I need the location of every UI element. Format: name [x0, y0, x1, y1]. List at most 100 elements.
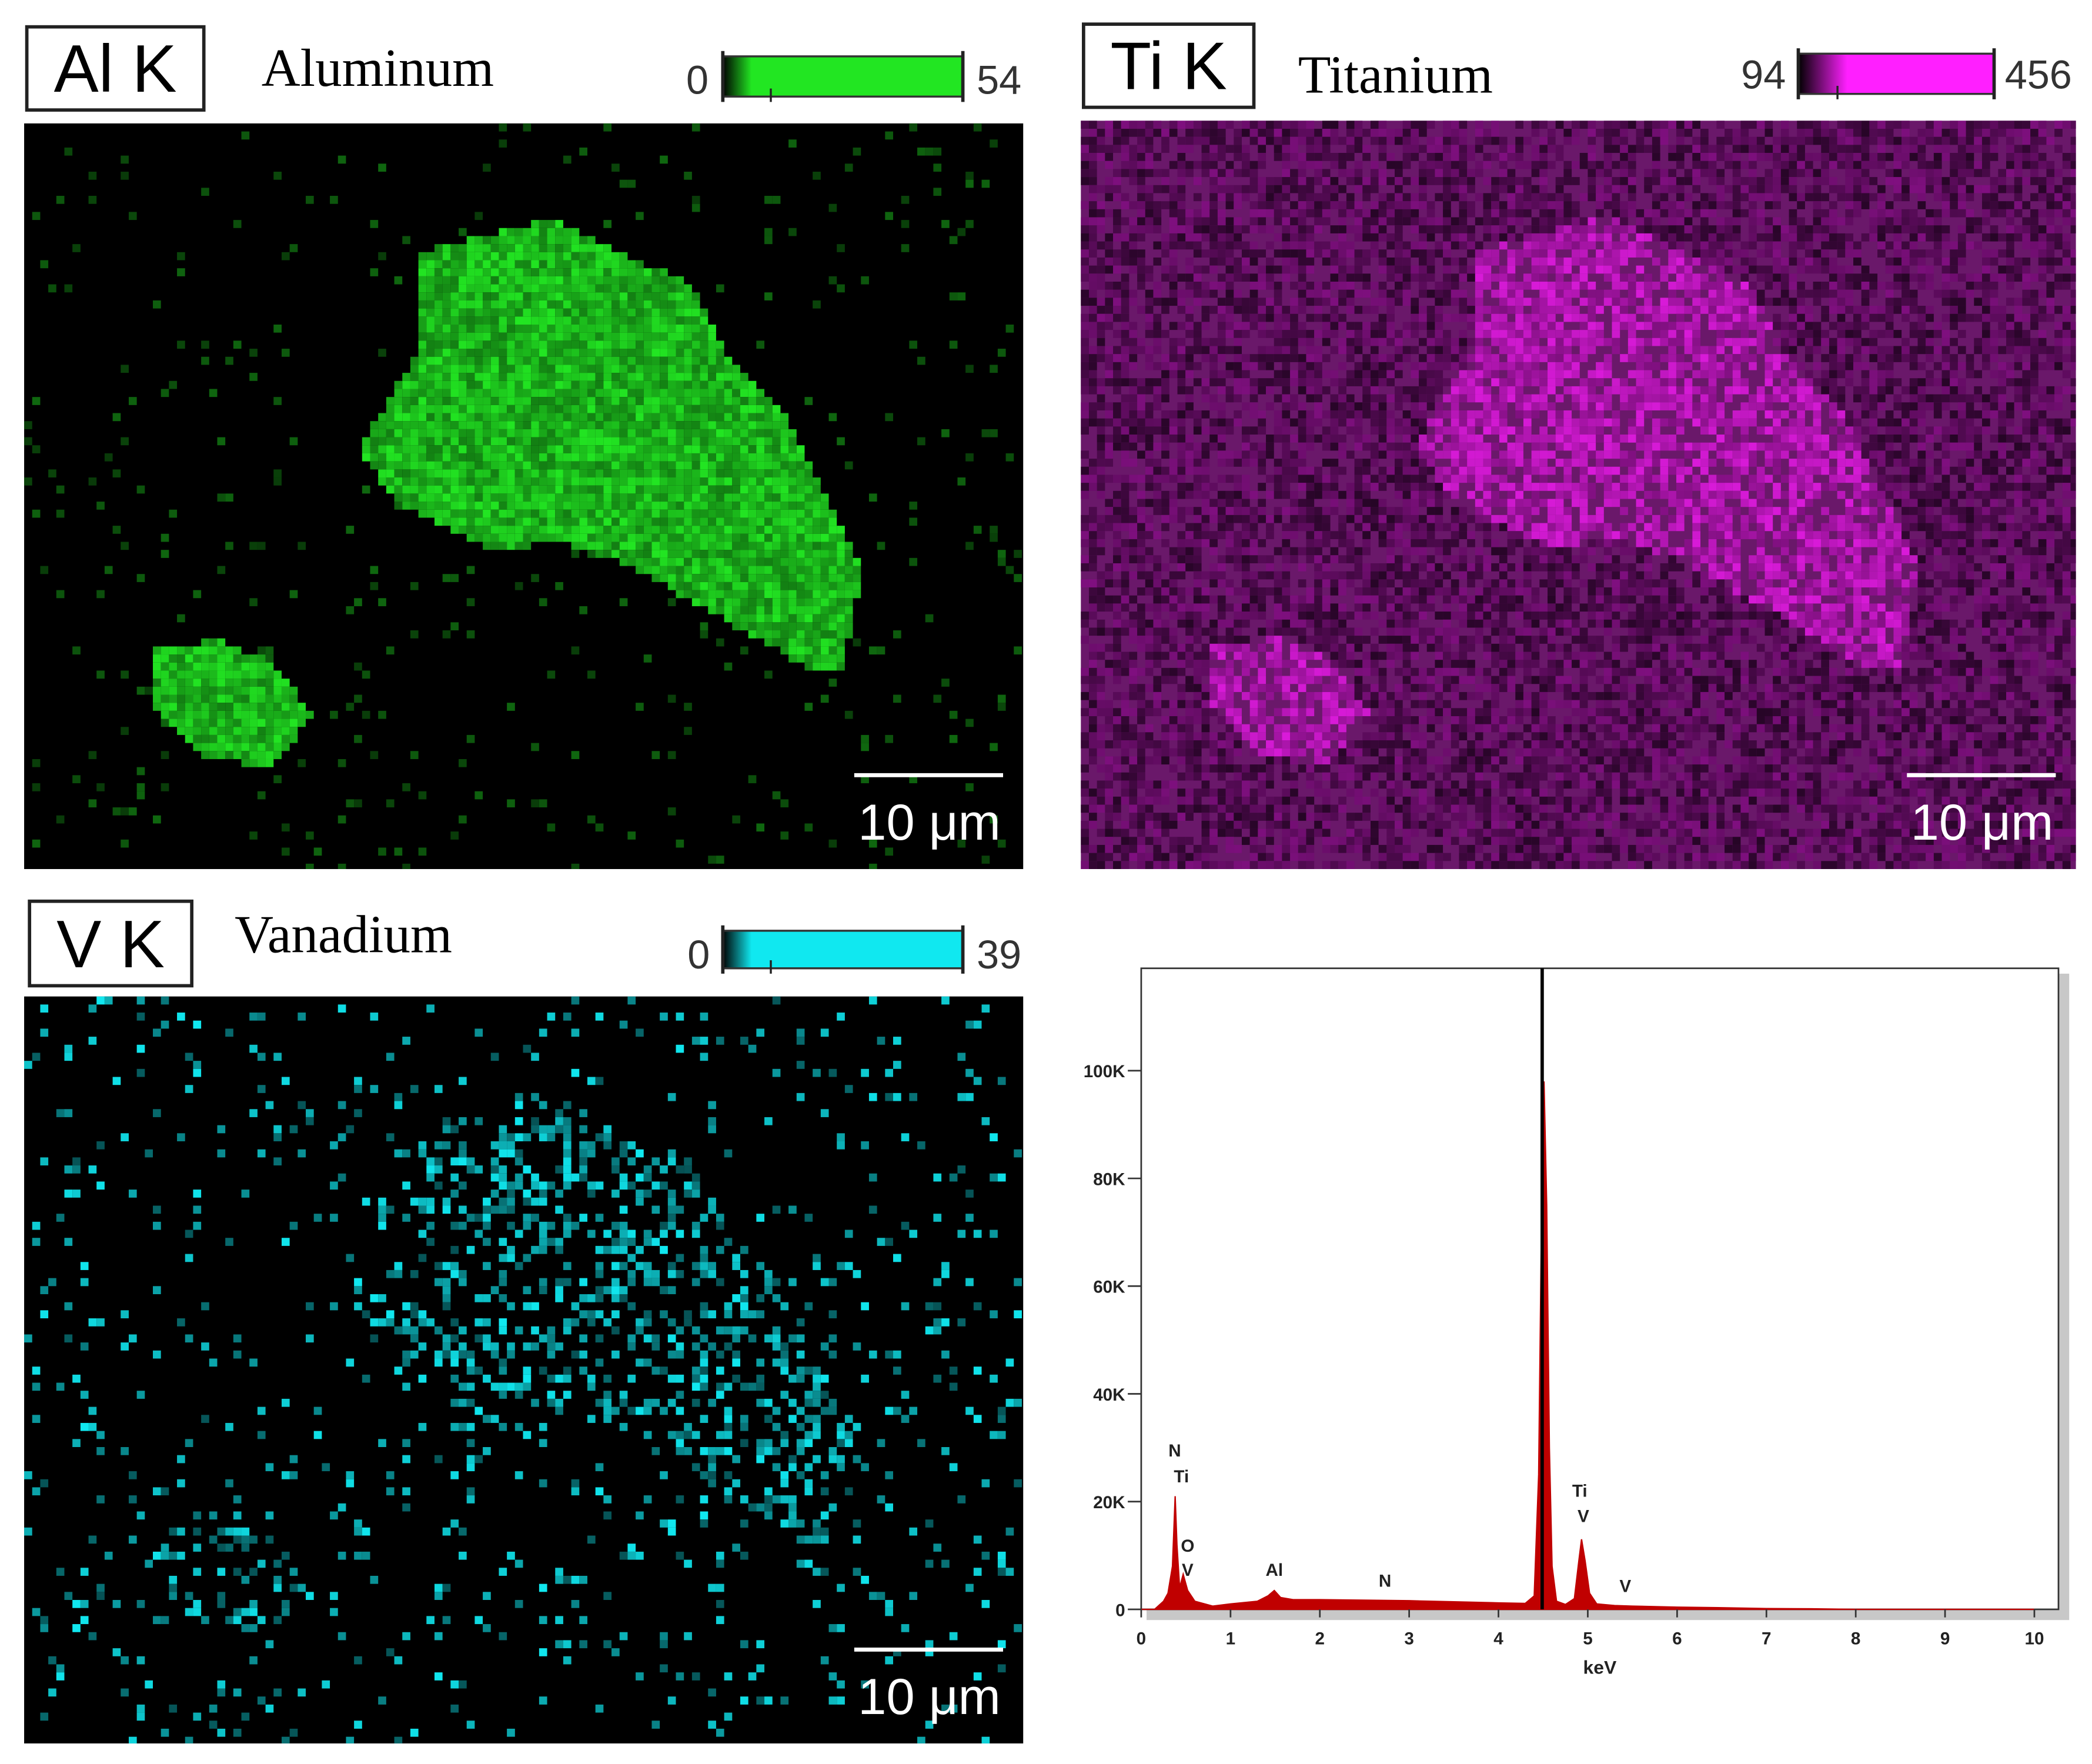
map-pixel	[1306, 313, 1315, 322]
map-pixel	[1282, 241, 1291, 250]
map-pixel	[796, 509, 805, 518]
map-pixel	[450, 308, 459, 317]
map-pixel	[1258, 209, 1266, 218]
map-pixel	[1861, 282, 1870, 290]
map-pixel	[619, 292, 628, 300]
map-pixel	[1837, 249, 1846, 258]
map-pixel	[418, 421, 427, 429]
map-pixel	[1282, 153, 1291, 161]
map-pixel	[1370, 241, 1379, 250]
map-pixel	[531, 389, 539, 397]
map-pixel	[1652, 282, 1660, 290]
map-pixel	[209, 710, 218, 719]
map-pixel	[643, 340, 652, 349]
map-pixel	[1290, 322, 1298, 330]
map-pixel	[1443, 177, 1451, 185]
map-pixel	[2030, 225, 2038, 233]
map-pixel	[337, 815, 346, 824]
map-pixel	[732, 606, 740, 614]
map-pixel	[370, 421, 379, 429]
map-pixel	[1933, 169, 1942, 178]
map-pixel	[1258, 306, 1266, 314]
map-pixel	[1957, 249, 1966, 258]
map-pixel	[426, 365, 435, 373]
map-pixel	[1209, 185, 1218, 193]
map-pixel	[169, 686, 178, 695]
map-pixel	[981, 429, 990, 437]
map-pixel	[490, 349, 499, 357]
map-pixel	[1475, 193, 1483, 202]
map-pixel	[708, 485, 716, 494]
map-pixel	[499, 292, 507, 300]
map-pixel	[1652, 169, 1660, 178]
map-pixel	[1346, 209, 1355, 218]
map-pixel	[2046, 233, 2055, 242]
map-pixel	[539, 493, 547, 502]
map-pixel	[684, 566, 692, 574]
map-pixel	[563, 356, 572, 365]
map-pixel	[1249, 161, 1258, 169]
map-pixel	[249, 727, 258, 735]
map-pixel	[724, 590, 733, 599]
map-pixel	[571, 550, 580, 558]
map-pixel	[1804, 153, 1813, 161]
map-pixel	[483, 340, 491, 349]
map-pixel	[708, 566, 716, 574]
map-pixel	[1338, 289, 1346, 298]
map-pixel	[1290, 306, 1298, 314]
map-pixel	[1700, 249, 1709, 258]
map-pixel	[684, 477, 692, 486]
map-pixel	[1756, 298, 1765, 306]
map-pixel	[611, 356, 620, 365]
map-pixel	[611, 397, 620, 405]
map-pixel	[1636, 217, 1645, 226]
map-pixel	[563, 453, 572, 462]
map-pixel	[474, 533, 483, 542]
map-pixel	[1491, 209, 1499, 218]
map-pixel	[394, 405, 403, 413]
map-pixel	[185, 646, 193, 655]
map-pixel	[1990, 136, 1999, 145]
map-pixel	[2014, 225, 2023, 233]
map-pixel	[1692, 201, 1701, 209]
map-pixel	[676, 421, 684, 429]
map-pixel	[1789, 217, 1797, 226]
map-pixel	[1684, 129, 1693, 137]
map-pixel	[1531, 265, 1540, 274]
map-pixel	[1853, 209, 1862, 218]
map-pixel	[1459, 257, 1468, 266]
map-pixel	[603, 469, 612, 478]
map-pixel	[1981, 273, 1990, 282]
map-pixel	[1467, 145, 1475, 153]
map-pixel	[1780, 322, 1789, 330]
map-pixel	[418, 445, 427, 453]
map-pixel	[1435, 153, 1443, 161]
map-pixel	[1137, 121, 1145, 129]
map-pixel	[1241, 306, 1250, 314]
map-pixel	[241, 743, 250, 751]
map-pixel	[740, 606, 748, 614]
map-pixel	[772, 493, 781, 502]
map-pixel	[716, 856, 724, 864]
map-pixel	[901, 220, 910, 228]
map-pixel	[660, 421, 668, 429]
map-pixel	[691, 373, 700, 381]
map-pixel	[1749, 313, 1757, 322]
map-pixel	[587, 413, 596, 422]
map-pixel	[724, 477, 733, 486]
map-pixel	[466, 373, 475, 381]
map-pixel	[764, 582, 773, 590]
map-pixel	[1990, 153, 1999, 161]
map-pixel	[201, 734, 209, 743]
map-pixel	[1579, 273, 1588, 282]
map-pixel	[1249, 177, 1258, 185]
map-pixel	[1941, 225, 1950, 233]
map-pixel	[804, 493, 813, 502]
map-pixel	[193, 743, 202, 751]
map-pixel	[828, 276, 837, 285]
map-pixel	[1531, 282, 1540, 290]
map-pixel	[667, 566, 676, 574]
map-pixel	[788, 509, 797, 518]
map-pixel	[804, 517, 813, 526]
map-pixel	[587, 469, 596, 478]
